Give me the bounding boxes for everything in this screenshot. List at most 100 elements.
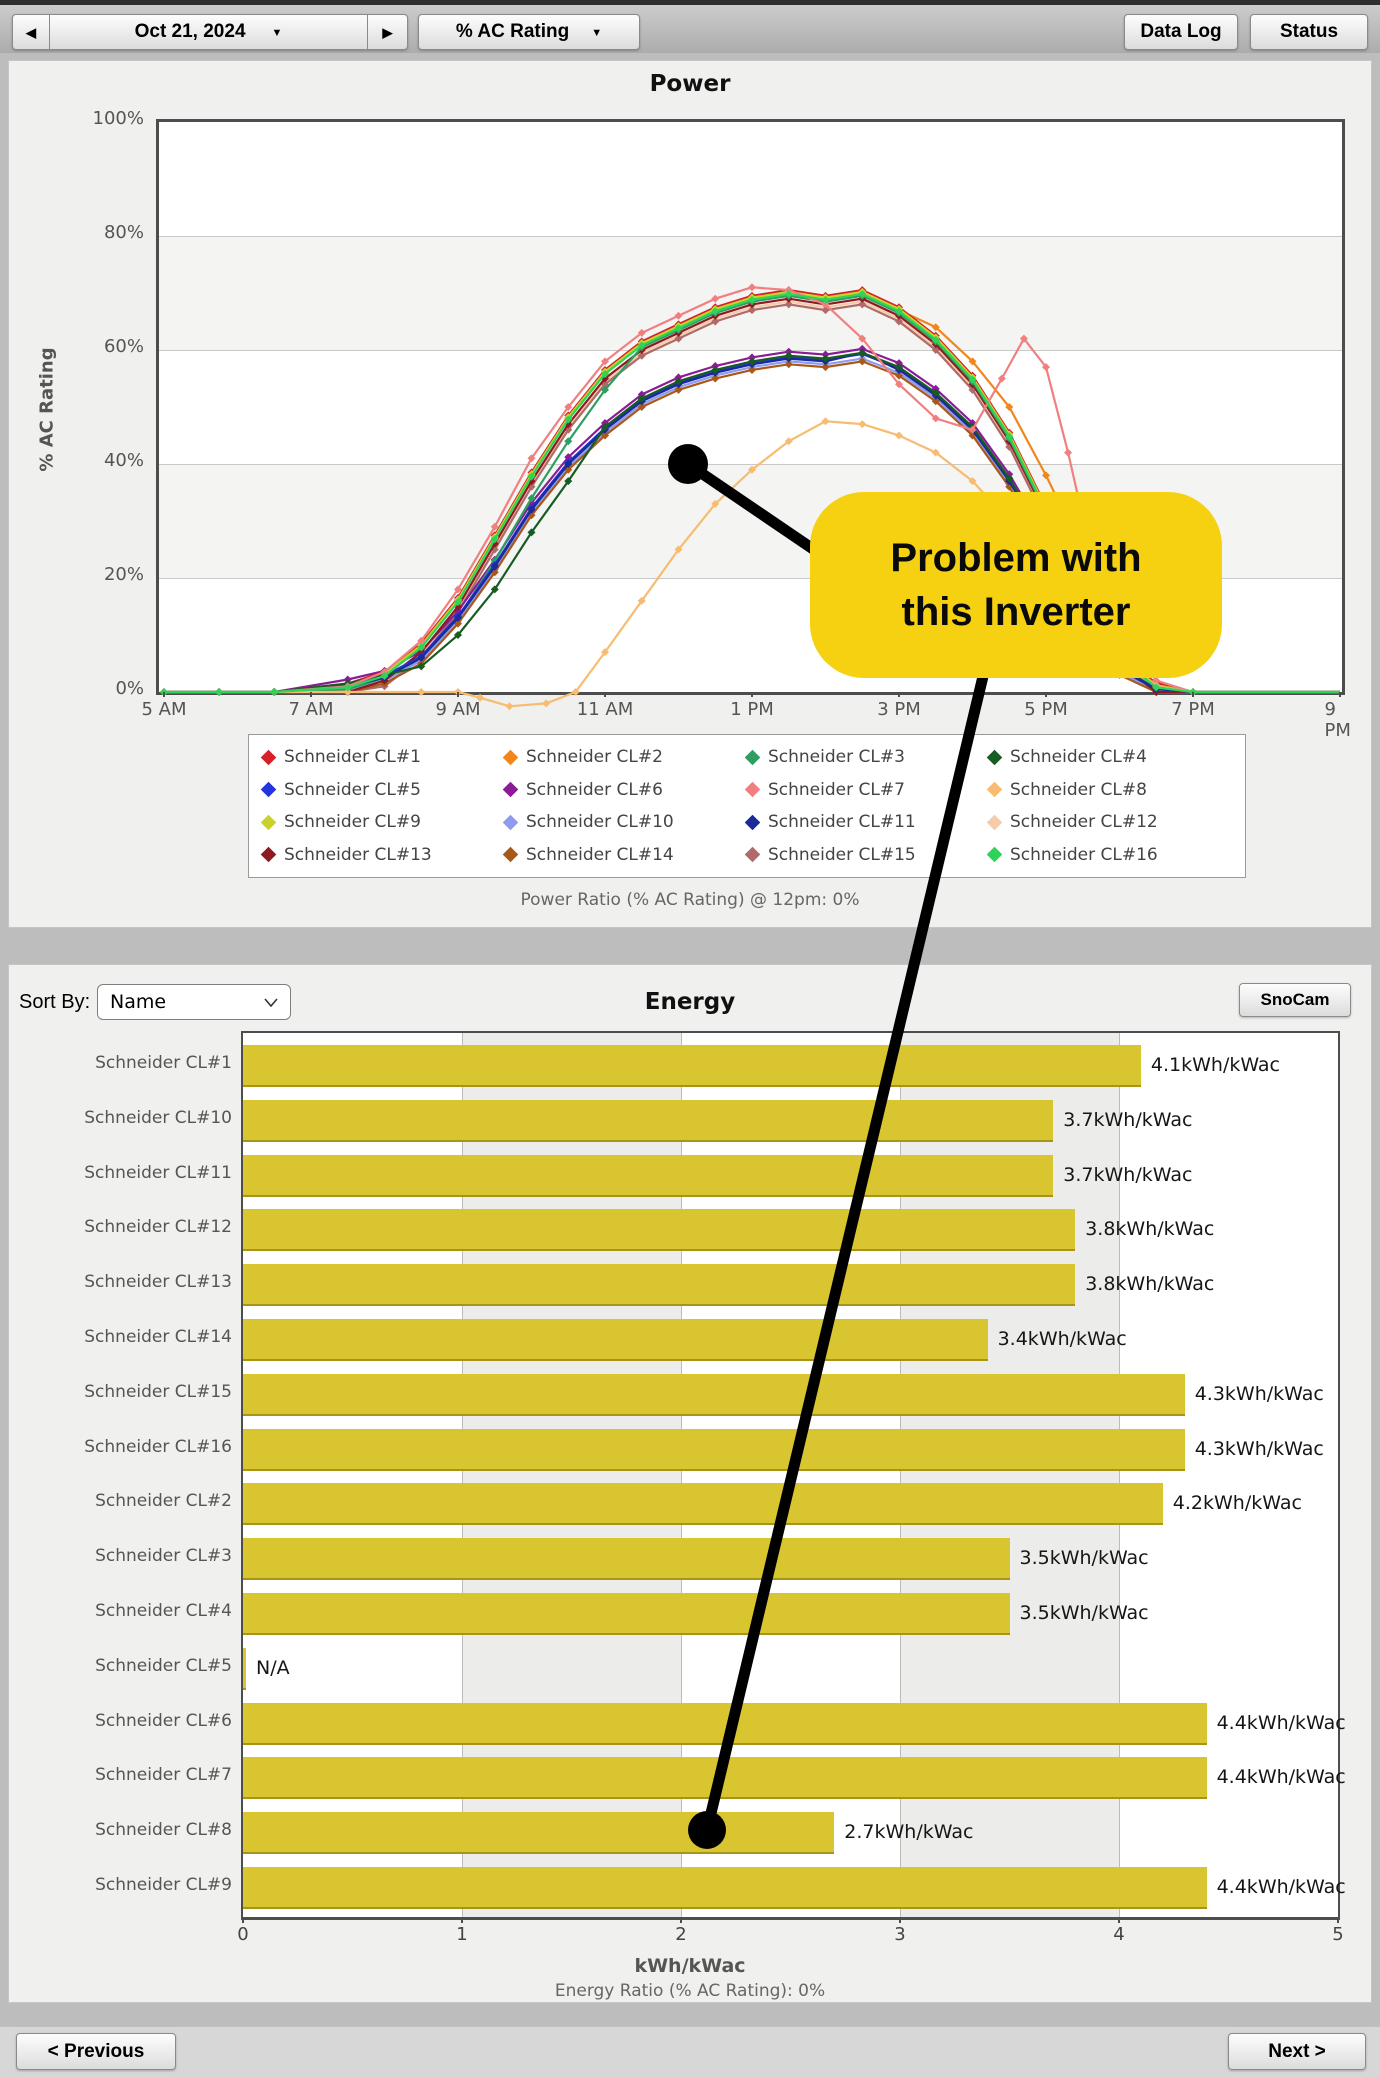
x-tick-mark (163, 692, 165, 697)
y-tick-label: 60% (103, 336, 144, 357)
series-marker (748, 365, 756, 374)
series-marker (931, 448, 940, 457)
callout-line2: this Inverter (901, 590, 1131, 634)
energy-bar (243, 1154, 1054, 1197)
series-marker (784, 437, 793, 446)
energy-bar (243, 1538, 1010, 1581)
snocam-button[interactable]: SnoCam (1239, 983, 1351, 1017)
data-log-button[interactable]: Data Log (1124, 14, 1238, 50)
series-marker (417, 636, 426, 645)
legend-label: Schneider CL#13 (284, 844, 432, 865)
series-marker (748, 283, 756, 292)
series-marker (1042, 471, 1050, 480)
legend-marker-icon (744, 846, 761, 863)
bar-row-label: Schneider CL#5 (95, 1655, 232, 1676)
legend-label: Schneider CL#1 (284, 747, 421, 768)
series-marker (490, 522, 499, 531)
series-marker (748, 306, 756, 315)
legend-item: Schneider CL#5 (260, 774, 505, 807)
series-marker (601, 357, 609, 366)
bar-row-label: Schneider CL#3 (95, 1546, 232, 1567)
legend-label: Schneider CL#14 (526, 844, 674, 865)
energy-x-axis-label: kWh/kWac (634, 1955, 746, 1977)
legend-item: Schneider CL#1 (260, 741, 505, 774)
x-tick-label: 2 (675, 1924, 687, 1945)
legend-label: Schneider CL#11 (768, 812, 916, 833)
series-marker (784, 290, 793, 299)
bar-value-label: 3.8kWh/kWac (1085, 1273, 1215, 1296)
series-marker (895, 363, 903, 372)
legend-marker-icon (260, 814, 277, 831)
gridline (159, 350, 1342, 351)
legend-label: Schneider CL#2 (526, 747, 663, 768)
energy-bar (243, 1483, 1163, 1526)
series-marker (505, 702, 514, 711)
bar-value-label: N/A (256, 1656, 290, 1679)
y-tick-label: 20% (103, 564, 144, 585)
x-tick-label: 5 (1332, 1924, 1344, 1945)
gridline (681, 1033, 682, 1917)
series-marker (601, 648, 609, 657)
series-marker (527, 472, 536, 481)
series-marker (1005, 474, 1014, 483)
legend-item: Schneider CL#12 (986, 806, 1231, 839)
bar-row-label: Schneider CL#15 (84, 1381, 232, 1402)
series-marker (784, 300, 793, 309)
bar-row-label: Schneider CL#8 (95, 1820, 232, 1841)
next-day-button[interactable]: ▶ (368, 14, 408, 50)
series-marker (417, 653, 426, 662)
legend-marker-icon (744, 781, 761, 798)
x-tick-mark (1337, 1918, 1339, 1923)
bar-value-label: 3.5kWh/kWac (1019, 1602, 1149, 1624)
bar-value-label: 4.3kWh/kWac (1194, 1382, 1324, 1405)
series-marker (931, 388, 940, 397)
bar-row-label: Schneider CL#10 (84, 1107, 232, 1128)
bar-value-label: 4.2kWh/kWac (1172, 1492, 1302, 1515)
series-marker (821, 363, 830, 372)
metric-dropdown[interactable]: % AC Rating ▼ (418, 14, 640, 50)
legend-item: Schneider CL#15 (744, 839, 989, 872)
date-dropdown[interactable]: Oct 21, 2024 ▼ (50, 14, 368, 50)
series-marker (711, 317, 720, 326)
series-marker (931, 335, 940, 344)
plot-band (159, 236, 1342, 350)
energy-panel: Sort By: Name Energy SnoCam 4.1kWh/kWac 3… (8, 964, 1372, 2003)
x-tick-label: 3 (894, 1924, 906, 1945)
series-marker (527, 494, 536, 503)
series-marker (1152, 683, 1161, 692)
power-chart-title: Power (649, 71, 731, 97)
series-marker (674, 545, 683, 554)
series-marker (674, 334, 683, 343)
legend-item: Schneider CL#8 (986, 774, 1231, 807)
power-y-axis-label: % AC Rating (36, 347, 58, 472)
energy-bar (243, 1209, 1076, 1252)
bar-value-label: 4.4kWh/kWac (1216, 1876, 1346, 1898)
series-marker (711, 294, 720, 303)
legend-marker-icon (260, 846, 277, 863)
x-tick-label: 1 PM (730, 699, 774, 720)
series-marker (601, 385, 609, 394)
previous-page-button[interactable]: < Previous (16, 2033, 176, 2070)
series-marker (527, 528, 536, 537)
chevron-down-icon: ▼ (271, 26, 283, 39)
series-marker (564, 477, 573, 486)
series-marker (1152, 676, 1161, 685)
legend-label: Schneider CL#8 (1010, 779, 1147, 800)
series-marker (858, 420, 867, 429)
energy-bar (243, 1099, 1054, 1142)
x-tick-label: 7 AM (288, 699, 334, 720)
series-marker (564, 403, 573, 411)
bar-row-label: Schneider CL#9 (95, 1875, 232, 1895)
legend-item: Schneider CL#6 (502, 774, 747, 807)
energy-plot-area: 4.1kWh/kWac 3.7kWh/kWac 3.7kWh/kWac 3.8kWh/… (241, 1031, 1346, 1920)
previous-day-button[interactable]: ◀ (12, 14, 50, 50)
series-marker (601, 422, 609, 431)
bar-row-label: Schneider CL#4 (95, 1601, 232, 1621)
power-series-canvas (160, 283, 1340, 711)
status-button[interactable]: Status (1250, 14, 1368, 50)
next-page-button[interactable]: Next > (1228, 2033, 1366, 2070)
sort-by-select[interactable]: Name (97, 984, 291, 1020)
date-navigator: ◀ Oct 21, 2024 ▼ ▶ (12, 14, 408, 50)
series-marker (748, 295, 756, 304)
